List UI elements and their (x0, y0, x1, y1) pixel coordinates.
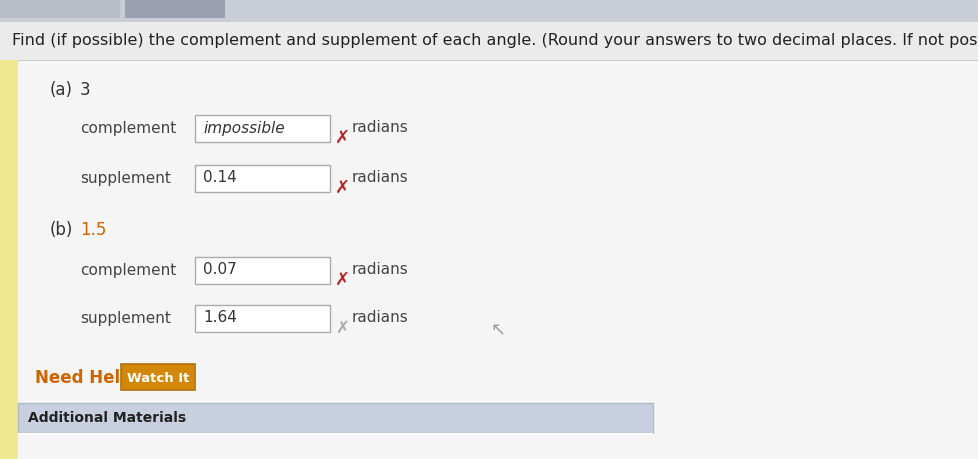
Bar (0, 0, 120, 18)
Text: supplement: supplement (80, 310, 171, 325)
Text: 0.07: 0.07 (202, 263, 237, 278)
Text: radians: radians (352, 121, 409, 135)
Bar (0, 60, 978, 61)
Text: radians: radians (352, 263, 409, 278)
Bar (125, 0, 225, 18)
Text: ✗: ✗ (334, 179, 350, 197)
Text: complement: complement (80, 121, 176, 135)
Bar (18, 433, 652, 435)
Text: Find (if possible) the complement and supplement of each angle. (Round your answ: Find (if possible) the complement and su… (12, 34, 978, 49)
Text: ↖: ↖ (490, 321, 505, 339)
Text: radians: radians (352, 310, 409, 325)
Text: 1.64: 1.64 (202, 310, 237, 325)
Text: Need Help?: Need Help? (35, 369, 142, 387)
Bar (195, 257, 330, 284)
Text: 0.14: 0.14 (202, 170, 237, 185)
Text: impossible: impossible (202, 121, 285, 135)
Text: (a): (a) (50, 81, 73, 99)
FancyBboxPatch shape (121, 364, 195, 390)
Text: (b): (b) (50, 221, 73, 239)
Text: ✗: ✗ (334, 319, 348, 337)
Bar (18, 403, 652, 433)
Bar (195, 164, 330, 191)
Bar (195, 304, 330, 331)
Text: ✗: ✗ (334, 129, 350, 147)
Bar (0, 22, 978, 60)
Text: ✗: ✗ (334, 271, 350, 289)
Bar (0, 0, 978, 22)
Text: Additional Materials: Additional Materials (28, 411, 186, 425)
Text: radians: radians (352, 170, 409, 185)
Bar (195, 114, 330, 141)
Text: complement: complement (80, 263, 176, 278)
Text: Watch It: Watch It (127, 371, 189, 385)
Text: supplement: supplement (80, 170, 171, 185)
Bar (0, 60, 18, 459)
Text: 1.5: 1.5 (80, 221, 107, 239)
Text: 3: 3 (80, 81, 91, 99)
